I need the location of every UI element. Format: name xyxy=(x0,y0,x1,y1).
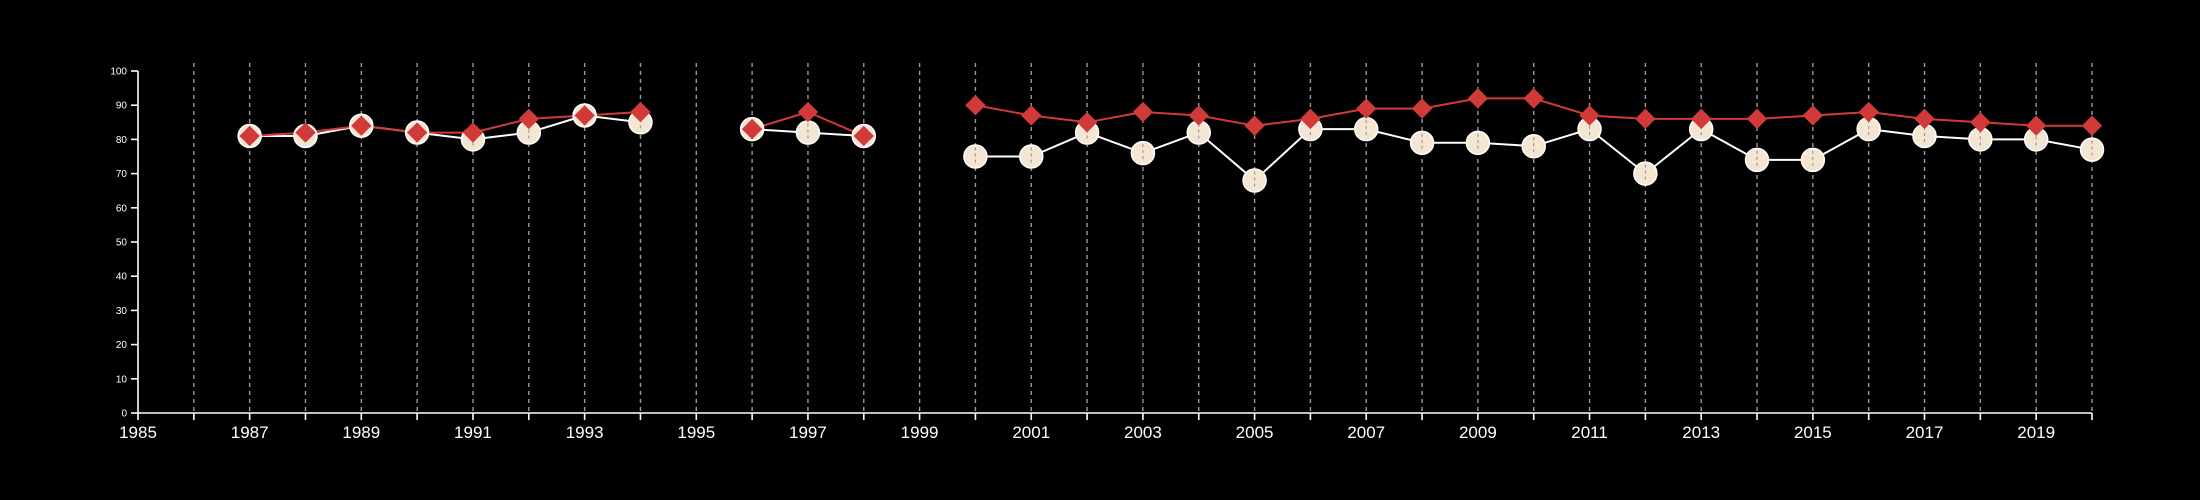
diamond-marker-2015 xyxy=(1802,105,1824,126)
diamond-marker-1998 xyxy=(853,125,874,147)
x-tick-label-2003: 2003 xyxy=(1124,423,1162,442)
x-tick-label-1991: 1991 xyxy=(454,423,492,442)
diamond-marker-2014 xyxy=(1746,108,1768,130)
y-tick-label-20: 20 xyxy=(116,340,128,351)
axes-layer: 0 10 20 30 40 50 60 70 80 90 100 1985 1987 1989 1991 19… xyxy=(110,67,2093,442)
diamond-marker-1988 xyxy=(295,122,316,143)
diamond-marker-2002 xyxy=(1076,112,1098,133)
x-tick-label-2017: 2017 xyxy=(1906,423,1944,442)
circle-marker-2017 xyxy=(1912,123,1937,149)
diamond-marker-2013 xyxy=(1690,108,1712,130)
circle-marker-2015 xyxy=(1800,147,1826,173)
diamond-marker-2007 xyxy=(1356,98,1377,119)
circle-marker-2007 xyxy=(1353,116,1379,142)
diamond-marker-2004 xyxy=(1188,105,1209,126)
circle-marker-2003 xyxy=(1130,140,1156,166)
diamond-marker-2012 xyxy=(1635,108,1656,130)
x-tick-label-2007: 2007 xyxy=(1347,423,1385,442)
circle-marker-2010 xyxy=(1521,133,1546,159)
y-tick-label-50: 50 xyxy=(116,238,128,249)
y-tick-label-90: 90 xyxy=(116,101,128,112)
diamond-marker-1993 xyxy=(574,105,595,126)
circle-marker-2005 xyxy=(1242,168,1267,193)
x-tick-label-2011: 2011 xyxy=(1571,423,1608,442)
circle-marker-1997 xyxy=(795,120,821,145)
circle-marker-2020 xyxy=(2079,137,2105,162)
diamond-marker-1991 xyxy=(462,122,484,143)
x-tick-label-1999: 1999 xyxy=(901,423,939,442)
diamond-marker-2000 xyxy=(965,94,986,116)
diamond-marker-2005 xyxy=(1244,115,1265,136)
diamond-marker-2010 xyxy=(1523,88,1544,109)
x-tick-label-1987: 1987 xyxy=(231,423,269,442)
x-tick-label-2013: 2013 xyxy=(1682,423,1720,442)
diamond-marker-2020 xyxy=(2081,115,2103,136)
x-tick-label-2001: 2001 xyxy=(1012,423,1050,442)
diamond-marker-2009 xyxy=(1467,88,1489,109)
x-tick-label-2015: 2015 xyxy=(1794,423,1832,442)
y-tick-label-60: 60 xyxy=(116,203,128,214)
diamond-marker-2018 xyxy=(1970,112,1991,133)
x-tick-label-1993: 1993 xyxy=(566,423,604,442)
diamond-marker-2011 xyxy=(1579,105,1600,126)
diamond-marker-1996 xyxy=(741,118,763,140)
x-tick-label-2009: 2009 xyxy=(1459,423,1497,442)
circle-marker-2012 xyxy=(1633,161,1658,186)
y-tick-label-70: 70 xyxy=(116,169,128,180)
diamond-marker-2016 xyxy=(1858,101,1879,123)
diamond-marker-2019 xyxy=(2025,115,2047,136)
diamond-marker-1992 xyxy=(518,108,540,130)
y-tick-label-40: 40 xyxy=(116,272,128,283)
diamond-marker-1994 xyxy=(630,101,651,123)
x-tick-label-2005: 2005 xyxy=(1236,423,1274,442)
diamond-marker-2003 xyxy=(1132,101,1154,123)
circle-marker-2001 xyxy=(1019,144,1044,169)
diamond-marker-1997 xyxy=(797,101,819,123)
circle-marker-2009 xyxy=(1465,130,1491,156)
circle-marker-1992 xyxy=(516,120,542,145)
diamond-marker-1987 xyxy=(239,125,260,147)
diamond-marker-2008 xyxy=(1411,98,1433,119)
y-tick-label-100: 100 xyxy=(110,67,127,78)
diamond-marker-1990 xyxy=(406,122,428,143)
x-tick-label-1995: 1995 xyxy=(677,423,715,442)
y-tick-label-0: 0 xyxy=(121,409,127,420)
circle-marker-2016 xyxy=(1856,116,1881,142)
diamond-marker-1989 xyxy=(351,115,372,136)
circle-marker-2000 xyxy=(963,144,988,169)
x-tick-label-1989: 1989 xyxy=(342,423,380,442)
x-tick-label-1997: 1997 xyxy=(789,423,827,442)
y-tick-label-30: 30 xyxy=(116,306,128,317)
markers-layer xyxy=(237,88,2105,193)
circle-marker-2014 xyxy=(1744,147,1770,173)
x-tick-label-1985: 1985 xyxy=(119,423,157,442)
diamond-marker-2017 xyxy=(1914,108,1935,130)
x-tick-label-2019: 2019 xyxy=(2017,423,2055,442)
diamond-marker-2001 xyxy=(1021,105,1042,126)
y-tick-label-80: 80 xyxy=(116,135,128,146)
diamond-marker-2006 xyxy=(1300,108,1321,130)
circle-marker-2008 xyxy=(1409,130,1435,156)
y-tick-label-10: 10 xyxy=(116,374,128,385)
